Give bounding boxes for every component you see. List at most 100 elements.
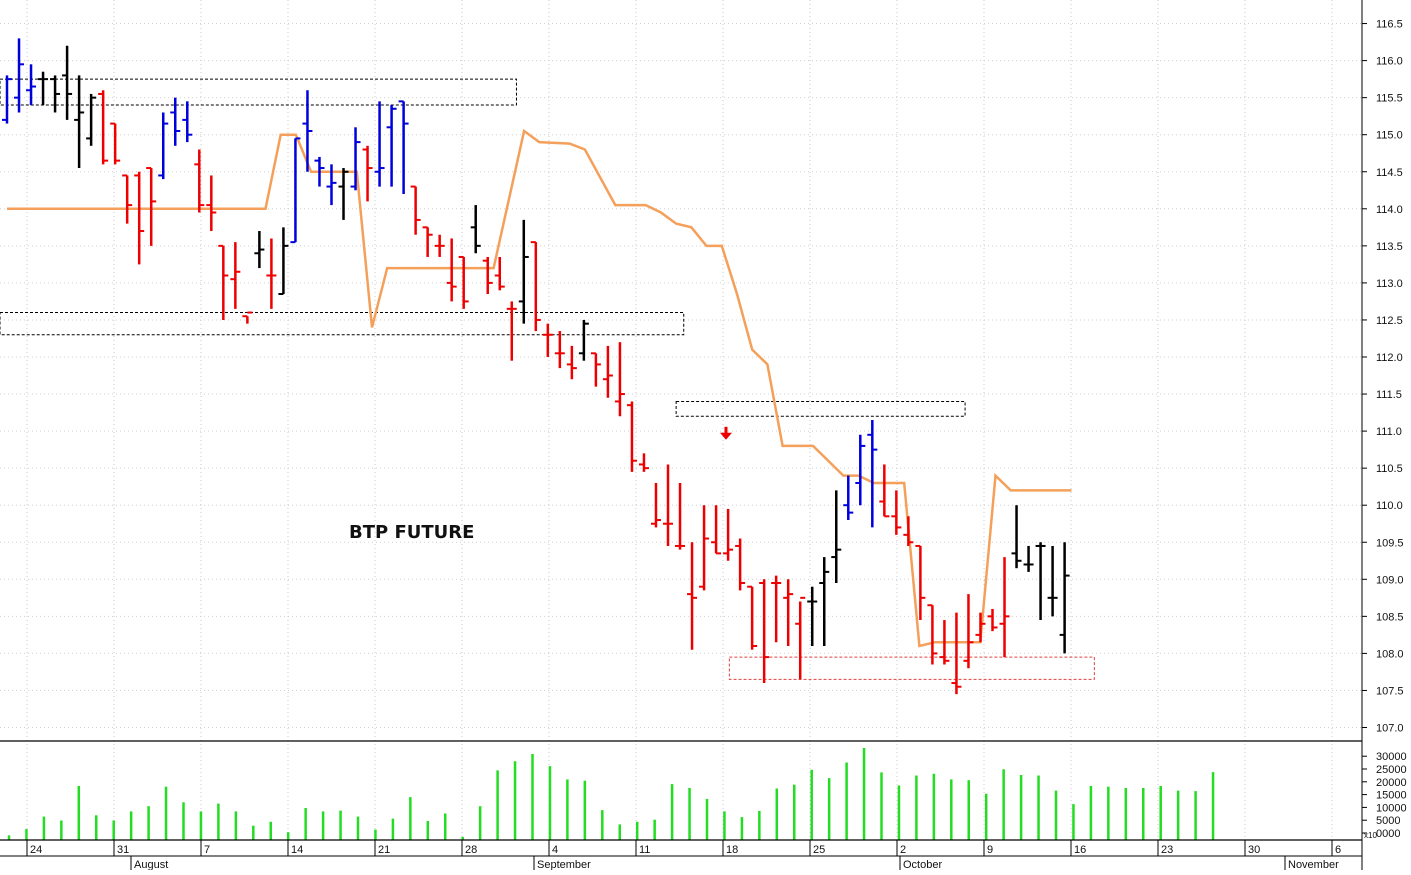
moving-line-path [7, 128, 1072, 648]
ohlc-bar [783, 579, 794, 646]
ohlc-bar [626, 401, 637, 472]
ohlc-bar [326, 164, 337, 206]
ohlc-bar [855, 434, 866, 506]
ohlc-bar [1059, 542, 1070, 654]
ohlc-bar [134, 171, 145, 265]
price-tick-label: 112.5 [1376, 315, 1403, 327]
ohlc-bar [542, 323, 553, 357]
ohlc-bar [723, 508, 734, 561]
price-tick-label: 113.0 [1376, 278, 1403, 290]
ohlc-bar [771, 575, 782, 643]
ohlc-bar [386, 105, 397, 187]
ohlc-bar [206, 175, 217, 232]
ohlc-bar [987, 608, 998, 632]
ohlc-bar [1035, 542, 1046, 621]
ohlc-bar [158, 112, 169, 180]
down-arrow-icon [720, 426, 732, 440]
volume-tick-label: 30000 [1376, 751, 1407, 763]
ohlc-bar [939, 620, 950, 665]
price-tick-label: 116.0 [1376, 56, 1403, 68]
ohlc-bar [230, 242, 241, 309]
ohlc-bar [951, 612, 962, 695]
ohlc-bar [566, 345, 577, 380]
ohlc-bar [554, 331, 565, 369]
ohlc-bar [831, 490, 842, 584]
ohlc-bar [650, 482, 661, 528]
ohlc-bar [578, 319, 589, 361]
arrow-shaft [724, 426, 728, 434]
price-tick-label: 109.5 [1376, 537, 1404, 549]
volume-multiplier-label: x10 [1364, 831, 1377, 840]
ohlc-bar [194, 149, 205, 213]
chart-title: BTP FUTURE [349, 522, 474, 543]
ohlc-bar [86, 93, 97, 146]
ohlc-bar [62, 45, 73, 120]
x-tick-label: 6 [1335, 844, 1341, 856]
x-tick-label: 31 [117, 844, 129, 856]
support-resistance-box [0, 78, 517, 106]
price-bars [2, 38, 1070, 695]
x-tick-label: 14 [291, 844, 303, 856]
ohlc-bar [302, 90, 313, 172]
volume-tick-label: 5000 [1376, 815, 1400, 827]
price-tick-label: 111.5 [1376, 389, 1402, 401]
ohlc-bar [602, 345, 613, 398]
x-tick-label: 7 [204, 844, 210, 856]
x-tick-label: 21 [378, 844, 390, 856]
ohlc-bar [1047, 545, 1058, 617]
volume-tick-label: 0000 [1376, 828, 1400, 840]
ohlc-bar [338, 168, 349, 220]
price-tick-label: 115.5 [1376, 93, 1403, 105]
month-label: November [1288, 859, 1339, 870]
ohlc-bar [494, 256, 505, 291]
ohlc-bar [446, 238, 457, 302]
ohlc-bar [795, 596, 806, 680]
price-tick-label: 109.0 [1376, 574, 1404, 586]
ohlc-bar [458, 255, 469, 309]
x-tick-label: 23 [1161, 844, 1173, 856]
ohlc-bar [867, 419, 878, 528]
ohlc-bar [74, 75, 85, 169]
ohlc-bar [663, 464, 674, 546]
month-label: September [537, 859, 591, 870]
price-tick-label: 111.0 [1376, 426, 1402, 438]
ohlc-bar [518, 219, 529, 324]
volume-tick-label: 20000 [1376, 777, 1407, 789]
ohlc-bar [266, 238, 277, 309]
x-tick-label: 2 [900, 844, 906, 856]
price-tick-label: 110.0 [1376, 500, 1403, 512]
x-tick-label: 30 [1248, 844, 1260, 856]
ohlc-bar [735, 538, 746, 591]
ohlc-bar [98, 90, 109, 165]
volume-tick-label: 10000 [1376, 802, 1407, 814]
ohlc-bar [1023, 545, 1034, 572]
ohlc-bar [26, 64, 37, 106]
ohlc-bar [50, 75, 61, 113]
ohlc-bar [711, 505, 722, 555]
x-tick-label: 24 [30, 844, 42, 856]
ohlc-bar [999, 557, 1010, 658]
ohlc-bar [675, 482, 686, 550]
volume-tick-label: 15000 [1376, 790, 1407, 802]
x-tick-label: 25 [813, 844, 825, 856]
support-resistance-box [0, 312, 685, 336]
ohlc-bar [843, 475, 854, 521]
ohlc-bar [699, 505, 710, 591]
ohlc-bar [903, 516, 914, 546]
ohlc-bar [398, 100, 409, 194]
x-tick-label: 16 [1074, 844, 1086, 856]
arrow-head [720, 432, 732, 440]
ohlc-bar [927, 604, 938, 665]
ohlc-bar [1011, 505, 1022, 569]
x-tick-label: 18 [726, 844, 738, 856]
price-tick-label: 114.0 [1376, 204, 1403, 216]
ohlc-bar [590, 352, 601, 387]
x-tick-label: 28 [465, 844, 477, 856]
ohlc-bar [819, 557, 830, 646]
price-tick-label: 116.5 [1376, 19, 1403, 31]
support-resistance-box [728, 656, 1095, 680]
ohlc-bar [146, 167, 157, 246]
ohlc-bar [38, 71, 49, 106]
